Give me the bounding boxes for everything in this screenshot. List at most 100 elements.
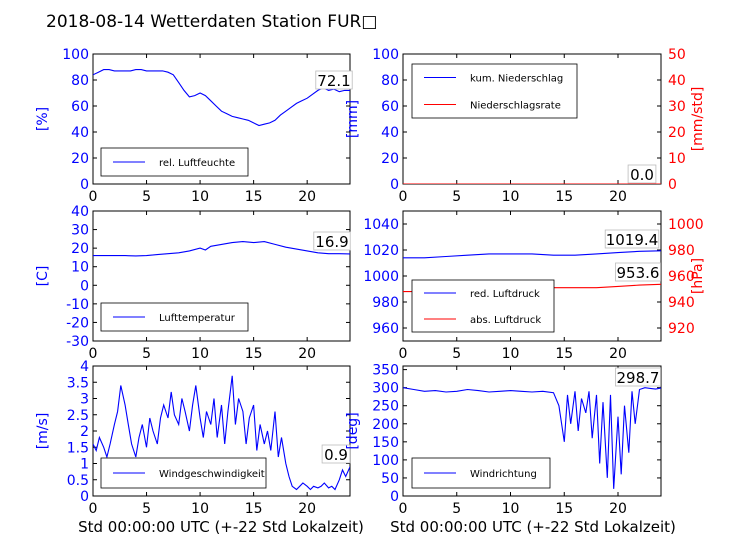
annotation-box bbox=[627, 164, 657, 184]
y-tick-label: 20 bbox=[71, 241, 89, 257]
x-tick-label: 5 bbox=[142, 346, 151, 362]
y2-axis-label: [hPa] bbox=[690, 258, 706, 294]
y-tick-label: 50 bbox=[381, 471, 399, 487]
y-tick-label: 40 bbox=[381, 125, 399, 141]
x-tick-label: 20 bbox=[298, 189, 316, 205]
y-tick-label: -10 bbox=[66, 297, 89, 313]
series-line bbox=[93, 241, 350, 257]
y-tick-label: 1 bbox=[80, 457, 89, 473]
y-tick-label: 960 bbox=[372, 321, 399, 337]
annotation-label: 16.9 bbox=[315, 233, 348, 251]
y-tick-label: 300 bbox=[372, 381, 399, 397]
y2-axis-label: [mm/std] bbox=[690, 87, 706, 152]
annotation-label: 1019.4 bbox=[606, 231, 659, 249]
legend-label: abs. Luftdruck bbox=[470, 315, 541, 326]
x-tick-label: 5 bbox=[142, 501, 151, 517]
y-tick-label: 2.5 bbox=[67, 408, 89, 424]
y-tick-label: 0 bbox=[80, 489, 89, 505]
y-tick-label: 60 bbox=[381, 99, 399, 115]
x-tick-label: 5 bbox=[142, 189, 151, 205]
y-tick-label: 980 bbox=[372, 295, 399, 311]
x-tick-label: 20 bbox=[298, 346, 316, 362]
y-tick-label: 0 bbox=[390, 489, 399, 505]
x-tick-label: 15 bbox=[245, 346, 263, 362]
y-tick-label: 20 bbox=[71, 151, 89, 167]
x-tick-label: 15 bbox=[245, 189, 263, 205]
chart-humidity: 0 5 10 15 20 0 20 40 60 80 100 [%] rel. Luftfeuchte 7… bbox=[35, 47, 353, 205]
x-tick-label: 15 bbox=[555, 501, 573, 517]
x-tick-label: 0 bbox=[399, 346, 408, 362]
y-axis-label: [m/s] bbox=[35, 413, 51, 450]
plot-frame bbox=[92, 210, 351, 342]
x-tick-label: 20 bbox=[609, 501, 627, 517]
x-tick-label: 10 bbox=[191, 346, 209, 362]
chart-precip: 0 5 10 15 20 0 20 40 60 80 100 0 10 20 30 40 50 [mm] [mm/s… bbox=[345, 47, 706, 205]
y-axis-label: [C] bbox=[35, 266, 51, 287]
y-tick-label: 0 bbox=[80, 177, 89, 193]
y2-tick-label: 50 bbox=[668, 47, 686, 63]
y-tick-label: 10 bbox=[71, 260, 89, 276]
y-tick-label: 100 bbox=[372, 47, 399, 63]
x-tick-label: 0 bbox=[399, 501, 408, 517]
y2-tick-label: 980 bbox=[668, 243, 695, 259]
x-axis-label-left: Std 00:00:00 UTC (+-22 Std Lokalzeit) bbox=[78, 518, 364, 536]
y-tick-label: -30 bbox=[66, 334, 89, 350]
x-tick-label: 5 bbox=[452, 346, 461, 362]
legend-label: Windrichtung bbox=[470, 469, 537, 480]
y-tick-label: 1020 bbox=[363, 243, 399, 259]
annotation-label: 298.7 bbox=[617, 369, 660, 387]
x-tick-label: 0 bbox=[89, 501, 98, 517]
x-tick-label: 20 bbox=[609, 189, 627, 205]
x-tick-label: 0 bbox=[399, 189, 408, 205]
x-tick-label: 15 bbox=[555, 346, 573, 362]
series-line bbox=[403, 250, 661, 259]
y2-tick-label: 1000 bbox=[668, 217, 704, 233]
annotation-box bbox=[615, 262, 661, 282]
y-tick-label: 3.5 bbox=[67, 375, 89, 391]
y-axis-label: [%] bbox=[35, 107, 51, 131]
legend-box bbox=[411, 63, 578, 119]
plot-frame bbox=[402, 365, 662, 497]
y-axis-label: [mm] bbox=[345, 100, 361, 138]
chart-temperature: 0 5 10 15 20 -30 -20 -10 0 10 20 30 40 [C] Lufttempera… bbox=[35, 204, 351, 362]
y-tick-label: 1000 bbox=[363, 269, 399, 285]
y2-tick-label: 10 bbox=[668, 151, 686, 167]
y2-tick-label: 40 bbox=[668, 73, 686, 89]
x-tick-label: 10 bbox=[502, 189, 520, 205]
annotation-label: 0.0 bbox=[630, 166, 654, 184]
annotation-label: 953.6 bbox=[617, 264, 660, 282]
legend-box bbox=[411, 279, 555, 333]
chart-wind: 0 5 10 15 20 00.511.522.533.54 [m/s] Windgeschw… bbox=[35, 359, 351, 517]
y-tick-label: 2 bbox=[80, 424, 89, 440]
y-tick-label: 40 bbox=[71, 125, 89, 141]
legend-label: rel. Luftfeuchte bbox=[159, 158, 235, 169]
y-tick-label: 350 bbox=[372, 363, 399, 379]
x-tick-label: 10 bbox=[502, 346, 520, 362]
y-tick-label: 0 bbox=[390, 177, 399, 193]
y-tick-label: 3 bbox=[80, 392, 89, 408]
legend-label: Niederschlagsrate bbox=[470, 101, 561, 112]
y-tick-label: 1.5 bbox=[67, 440, 89, 456]
y-tick-label: 4 bbox=[80, 359, 89, 375]
y-tick-label: 100 bbox=[372, 453, 399, 469]
x-axis-label-right: Std 00:00:00 UTC (+-22 Std Lokalzeit) bbox=[390, 518, 676, 536]
y-tick-label: 0.5 bbox=[67, 473, 89, 489]
x-tick-label: 5 bbox=[452, 501, 461, 517]
y-tick-label: 200 bbox=[372, 417, 399, 433]
y-tick-label: 80 bbox=[381, 73, 399, 89]
legend-label: Windgeschwindigkeit bbox=[159, 469, 265, 480]
x-tick-label: 0 bbox=[89, 189, 98, 205]
annotation-label: 0.9 bbox=[324, 446, 348, 464]
x-tick-label: 15 bbox=[245, 501, 263, 517]
x-tick-label: 10 bbox=[191, 189, 209, 205]
y2-tick-label: 940 bbox=[668, 295, 695, 311]
x-tick-label: 20 bbox=[609, 346, 627, 362]
annotation-box bbox=[313, 231, 351, 251]
x-tick-label: 0 bbox=[89, 346, 98, 362]
series-line bbox=[93, 375, 350, 491]
x-tick-label: 20 bbox=[298, 501, 316, 517]
y-tick-label: 150 bbox=[372, 435, 399, 451]
y2-tick-label: 0 bbox=[668, 177, 677, 193]
